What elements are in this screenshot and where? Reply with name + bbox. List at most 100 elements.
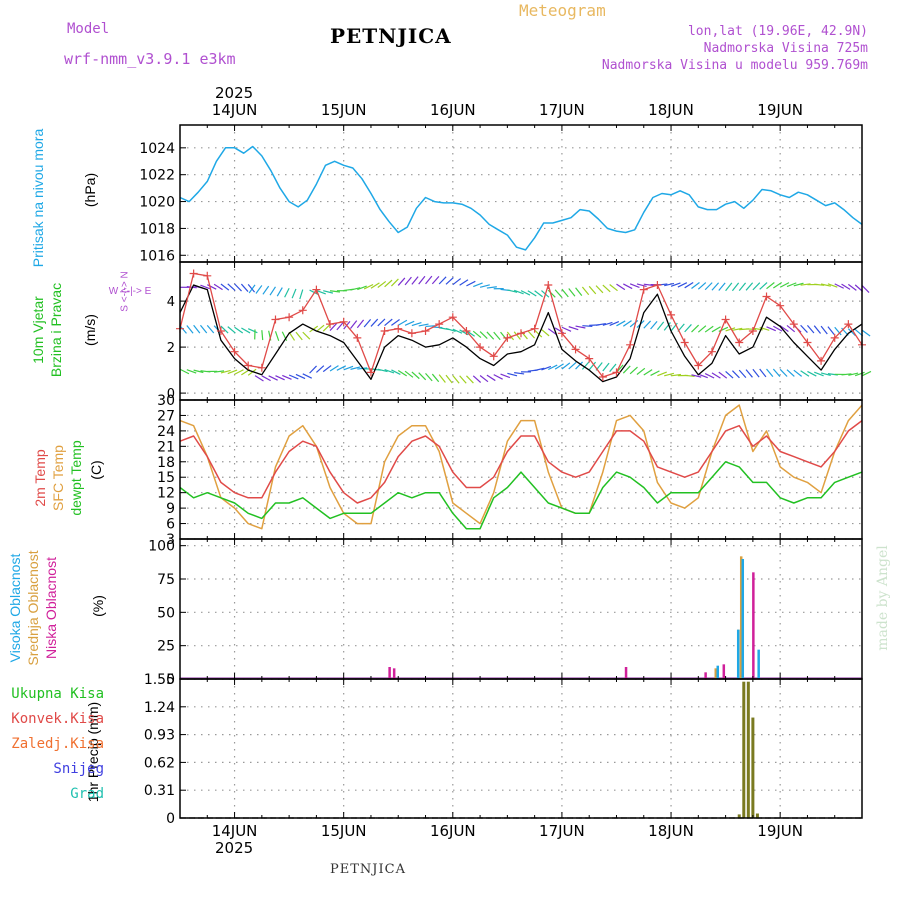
wind-arrow xyxy=(561,288,569,298)
legend-snow: Snijeg xyxy=(53,761,104,777)
wind-arrow xyxy=(636,283,647,288)
wind-arrow xyxy=(534,367,545,372)
ytick-label: 0.62 xyxy=(144,755,175,771)
cloud-low-bar xyxy=(388,667,391,679)
wind-arrow xyxy=(473,282,483,288)
wind-arrow xyxy=(704,373,715,379)
wind-arrow xyxy=(548,364,558,371)
wind-arrow xyxy=(752,368,760,378)
ytick-label: 15 xyxy=(157,470,175,486)
wind-gust-marker xyxy=(776,301,785,310)
wind-arrow xyxy=(711,372,721,379)
t2m-temp-line xyxy=(179,420,863,504)
wind-arrow xyxy=(234,283,242,292)
panel-frame-precip xyxy=(179,678,863,819)
wind-gust-marker xyxy=(653,281,662,289)
wind-arrow xyxy=(759,282,768,290)
wind-arrow xyxy=(316,289,326,295)
wind-arrow xyxy=(404,320,415,326)
wind-gust-marker xyxy=(639,285,648,294)
wind-arrow xyxy=(384,318,393,327)
cloud-low-bar xyxy=(392,668,396,679)
wind-arrow xyxy=(343,365,354,371)
wind-arrow xyxy=(493,374,503,380)
wind-arrow xyxy=(336,321,344,331)
wind-arrow xyxy=(568,326,579,331)
wind-arrow xyxy=(397,277,406,286)
wind-arrow xyxy=(322,323,331,332)
wind-arrow xyxy=(377,368,388,373)
wind-arrow xyxy=(691,282,700,290)
day-label-top: 16JUN xyxy=(430,101,476,119)
wind-arrow xyxy=(452,328,463,334)
legend-hail: Grad xyxy=(70,786,104,802)
cloud-low-bar xyxy=(704,672,707,679)
wind-arrow xyxy=(752,282,761,291)
wind-arrow xyxy=(684,324,692,333)
wind-gust-marker xyxy=(503,333,512,342)
wind-arrow xyxy=(663,322,671,331)
wind-arrow xyxy=(609,284,618,292)
wind-arrow xyxy=(847,283,857,291)
wind-gust-marker xyxy=(257,363,266,372)
wind-arrow xyxy=(786,282,797,288)
cloud-mid-bar xyxy=(739,556,743,679)
wind-arrow xyxy=(425,275,433,285)
wind-arrow xyxy=(827,326,835,335)
wind-gust-marker xyxy=(721,315,730,324)
wind-gust-marker xyxy=(476,343,485,352)
wind-arrow xyxy=(568,288,576,297)
precip-total-bar xyxy=(751,717,755,818)
wind-gust-marker xyxy=(830,333,839,342)
wind-arrow xyxy=(240,283,249,292)
legend-total-rain: Ukupna Kisa xyxy=(11,686,104,702)
day-label-top: 15JUN xyxy=(321,101,367,119)
wind-arrow xyxy=(820,283,831,287)
wind-arrow xyxy=(806,325,815,334)
cloud-high-bar xyxy=(736,629,740,679)
wind-arrow xyxy=(554,363,564,370)
ytick-label: 3 xyxy=(166,532,175,548)
wind-arrow xyxy=(725,282,733,292)
ytick-label: 21 xyxy=(157,439,175,455)
wind-arrow xyxy=(670,373,682,377)
ytick-label: 30 xyxy=(157,393,175,409)
wind-arrow xyxy=(588,361,597,371)
footer-station: PETNJICA xyxy=(330,862,406,877)
wind-arrow xyxy=(220,283,230,291)
wind-gust-marker xyxy=(571,345,580,354)
wind-arrow xyxy=(207,284,217,290)
wind-arrow xyxy=(302,373,313,379)
wind-arrow xyxy=(527,330,536,339)
wind-gust-marker xyxy=(844,320,853,329)
wind-gust-marker xyxy=(762,292,771,301)
wind-arrow xyxy=(350,287,361,291)
wind-arrow xyxy=(575,361,583,370)
wind-arrow xyxy=(766,368,774,378)
ytick-label: 1024 xyxy=(139,141,175,157)
wind-arrow xyxy=(670,282,681,287)
wind-arrow xyxy=(602,362,610,372)
wind-gust-marker xyxy=(298,306,307,315)
wind-arrow xyxy=(262,285,270,295)
wind-arrow xyxy=(193,369,204,374)
wind-arrow xyxy=(541,365,552,371)
wind-arrow xyxy=(397,319,408,326)
wind-gust-marker xyxy=(421,327,430,335)
day-label-top: 19JUN xyxy=(757,101,803,119)
wind-arrow xyxy=(309,365,317,374)
wind-arrow xyxy=(234,326,244,334)
wind-gust-marker xyxy=(285,313,294,322)
wind-arrow xyxy=(486,374,496,382)
wind-arrow xyxy=(704,282,713,291)
wind-arrow xyxy=(323,290,334,294)
wind-arrow xyxy=(350,366,361,370)
wind-gust-marker xyxy=(312,285,321,294)
wind-arrow xyxy=(684,374,695,378)
wind-arrow xyxy=(274,331,280,341)
ytick-label: 1016 xyxy=(139,248,175,264)
ytick-label: 27 xyxy=(157,408,175,424)
wind-arrow xyxy=(479,375,489,383)
wind-arrow xyxy=(622,365,631,374)
wind-arrow xyxy=(691,374,702,378)
